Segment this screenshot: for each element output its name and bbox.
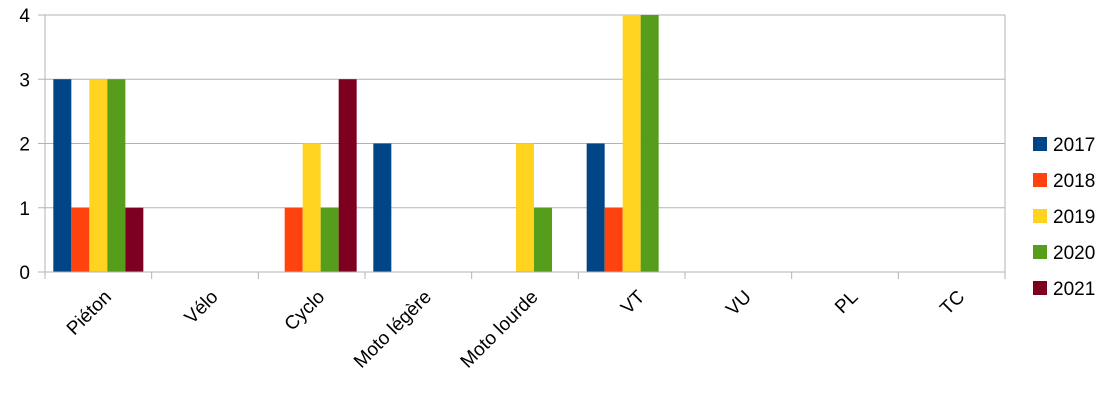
bar-2020-VT	[640, 15, 659, 272]
x-tick-label: Vélo	[181, 287, 223, 329]
bar-2020-Piéton	[107, 79, 126, 272]
y-tick-label: 3	[19, 70, 30, 91]
bar-2019-Piéton	[89, 79, 108, 272]
y-tick-label: 1	[19, 199, 30, 220]
bar-2021-Cyclo	[338, 79, 357, 272]
legend-swatch-2020	[1033, 245, 1047, 259]
y-tick-label: 0	[19, 263, 30, 284]
bar-2018-Cyclo	[284, 207, 303, 272]
bar-2018-Piéton	[71, 207, 90, 272]
bar-2017-Piéton	[53, 79, 72, 272]
bar-2017-Moto légère	[373, 143, 392, 272]
x-tick-label: Piéton	[63, 287, 116, 340]
x-tick-label: PL	[831, 287, 862, 318]
bar-2019-VT	[622, 15, 641, 272]
bar-2021-Piéton	[125, 207, 144, 272]
bar-2020-Moto lourde	[534, 207, 552, 272]
x-tick-label: Cyclo	[281, 287, 329, 335]
x-tick-label: VT	[617, 286, 649, 318]
legend-swatch-2017	[1033, 137, 1047, 151]
bars	[53, 15, 659, 272]
x-tick-label: VU	[722, 287, 756, 321]
legend-swatch-2019	[1033, 209, 1047, 223]
legend: 2017 2018 2019 2020 2021	[1033, 135, 1095, 300]
y-tick-label: 2	[19, 135, 30, 156]
legend-swatch-2018	[1033, 173, 1047, 187]
bar-2017-VT	[586, 143, 605, 272]
x-tick-label: Moto légère	[350, 287, 436, 373]
y-axis-tick-labels: 0 1 2 3 4	[19, 6, 30, 284]
bar-2018-VT	[604, 207, 623, 272]
x-tick-label: Moto lourde	[457, 287, 543, 373]
legend-label: 2019	[1053, 207, 1095, 228]
legend-label: 2021	[1053, 279, 1095, 300]
bar-2019-Cyclo	[302, 143, 321, 272]
y-tick-label: 4	[19, 6, 30, 27]
x-tick-label: TC	[936, 287, 969, 320]
legend-label: 2018	[1053, 171, 1095, 192]
legend-swatch-2021	[1033, 281, 1047, 295]
bar-2020-Cyclo	[320, 207, 339, 272]
bar-2019-Moto lourde	[516, 143, 534, 272]
legend-label: 2020	[1053, 243, 1095, 264]
x-axis-tick-labels: Piéton Vélo Cyclo Moto légère Moto lourde VT V…	[63, 286, 969, 372]
axes	[38, 14, 1006, 279]
legend-label: 2017	[1053, 135, 1095, 156]
